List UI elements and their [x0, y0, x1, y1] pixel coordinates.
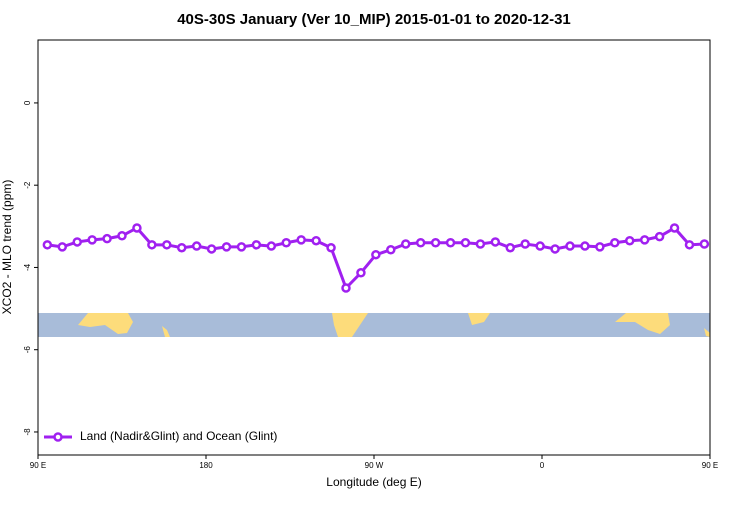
y-tick-label: -6 — [23, 346, 32, 354]
point — [236, 242, 247, 252]
y-tick-label: -2 — [23, 181, 32, 189]
point — [624, 235, 635, 246]
point — [550, 244, 560, 254]
point — [610, 238, 620, 248]
point — [221, 242, 232, 252]
point — [296, 235, 306, 245]
chart-title: 40S-30S January (Ver 10_MIP) 2015-01-01 … — [177, 11, 571, 28]
point — [206, 244, 217, 254]
point — [445, 238, 456, 248]
point — [654, 231, 665, 242]
point — [266, 241, 277, 251]
point — [326, 242, 336, 253]
point — [430, 238, 441, 248]
point — [371, 249, 381, 260]
point — [460, 238, 471, 248]
point — [520, 239, 530, 249]
point — [505, 242, 516, 253]
y-tick-label: -4 — [23, 263, 32, 271]
point — [147, 240, 157, 250]
x-tick-label: 90 E — [30, 461, 46, 470]
point — [490, 237, 501, 247]
point — [191, 241, 202, 251]
x-tick-label: 180 — [199, 461, 213, 470]
point — [415, 238, 426, 248]
plot-frame — [37, 39, 711, 456]
point — [475, 239, 486, 249]
y-axis-label: XCO2 - MLO trend (ppm) — [0, 180, 14, 315]
point — [117, 231, 127, 241]
point — [356, 268, 366, 278]
y-tick-label: 0 — [23, 100, 32, 105]
point — [699, 239, 710, 249]
x-tick-label: 0 — [540, 461, 545, 470]
point — [42, 240, 53, 250]
point — [72, 237, 82, 247]
y-tick-label: -8 — [23, 428, 32, 436]
point — [341, 283, 351, 293]
point — [102, 233, 112, 244]
legend-label: Land (Nadir&Glint) and Ocean (Glint) — [80, 429, 277, 443]
point — [639, 235, 650, 245]
point — [595, 242, 605, 252]
point — [565, 241, 575, 251]
point — [386, 245, 396, 255]
x-tick-label: 90 W — [365, 461, 384, 470]
point — [251, 240, 262, 250]
point — [132, 223, 142, 233]
point — [57, 242, 68, 252]
legend-marker — [53, 432, 63, 442]
point — [684, 240, 695, 250]
point — [162, 240, 172, 250]
point — [281, 238, 292, 248]
point — [400, 239, 411, 249]
point — [535, 241, 545, 251]
x-tick-label: 90 E — [702, 461, 718, 470]
point — [669, 223, 680, 233]
point — [87, 235, 97, 245]
map-strip — [38, 313, 710, 337]
point — [311, 235, 321, 246]
point — [176, 242, 187, 253]
x-axis-label: Longitude (deg E) — [326, 475, 421, 489]
point — [580, 241, 590, 251]
